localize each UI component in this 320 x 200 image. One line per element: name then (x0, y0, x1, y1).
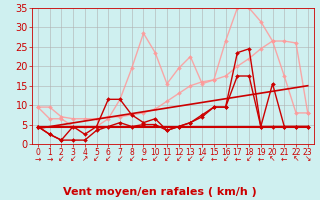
Text: ↙: ↙ (152, 154, 158, 164)
Text: ↙: ↙ (199, 154, 205, 164)
Text: ↘: ↘ (305, 154, 311, 164)
Text: →: → (46, 154, 53, 164)
Text: ↙: ↙ (175, 154, 182, 164)
Text: ←: ← (234, 154, 241, 164)
Text: Vent moyen/en rafales ( km/h ): Vent moyen/en rafales ( km/h ) (63, 187, 257, 197)
Text: ↖: ↖ (293, 154, 299, 164)
Text: ↙: ↙ (105, 154, 111, 164)
Text: ↖: ↖ (269, 154, 276, 164)
Text: ↙: ↙ (222, 154, 229, 164)
Text: ←: ← (211, 154, 217, 164)
Text: ←: ← (140, 154, 147, 164)
Text: ↙: ↙ (70, 154, 76, 164)
Text: ↙: ↙ (117, 154, 123, 164)
Text: ←: ← (258, 154, 264, 164)
Text: ↙: ↙ (246, 154, 252, 164)
Text: ←: ← (281, 154, 287, 164)
Text: ↙: ↙ (187, 154, 194, 164)
Text: ↙: ↙ (129, 154, 135, 164)
Text: ↗: ↗ (82, 154, 88, 164)
Text: ↙: ↙ (164, 154, 170, 164)
Text: ↙: ↙ (58, 154, 65, 164)
Text: →: → (35, 154, 41, 164)
Text: ↙: ↙ (93, 154, 100, 164)
